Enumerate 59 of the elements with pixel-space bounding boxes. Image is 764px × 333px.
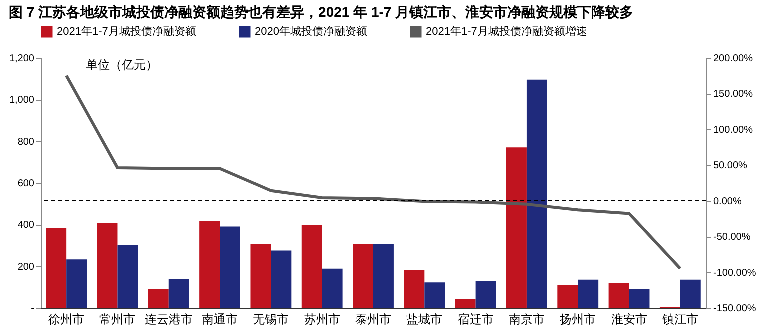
bar [271, 250, 292, 308]
y-tick-label: 400 [18, 220, 35, 232]
y-tick-label: 1,200 [9, 54, 35, 64]
x-tick-label: 镇江市 [661, 312, 698, 326]
x-tick-label: 泰州市 [356, 312, 392, 326]
x-tick-label: 盐城市 [406, 312, 443, 326]
bar [46, 228, 67, 308]
y2-tick-label: 0.00% [714, 196, 742, 208]
y2-tick-label: -50.00% [714, 232, 751, 244]
y-tick-label: 1,000 [9, 95, 35, 106]
y-tick-label: 800 [18, 136, 35, 148]
y-tick-label: - [31, 304, 34, 314]
bar [250, 244, 272, 308]
bar [168, 279, 190, 308]
line-series [65, 74, 682, 270]
chart-title: 图 7 江苏各地级市城投债净融资额趋势也有差异，2021 年 1-7 月镇江市、淮安市净融资规模下降较多 [8, 4, 634, 20]
x-tick-label: 扬州市 [560, 312, 596, 326]
bar [526, 80, 548, 308]
x-tick-label: 无锡市 [253, 312, 290, 326]
bar [506, 148, 527, 308]
bar [200, 222, 220, 308]
y-tick-label: 200 [18, 262, 35, 273]
y2-tick-label: 50.00% [714, 160, 748, 172]
bar [374, 244, 394, 308]
bar [578, 280, 599, 308]
x-tick-label: 南通市 [202, 312, 238, 326]
x-tick-label: 淮安市 [611, 312, 648, 326]
x-tick-label: 连云港市 [144, 312, 193, 326]
bar [97, 223, 118, 308]
x-tick-label: 南京市 [508, 312, 545, 326]
bar [608, 283, 630, 308]
bar [353, 244, 374, 308]
y2-tick-label: 150.00% [714, 89, 754, 100]
bar [455, 299, 476, 308]
bar [220, 226, 240, 308]
legend-label: 2020年城投债净融资额 [255, 25, 368, 38]
bar [302, 225, 322, 308]
bar [680, 280, 701, 308]
y-tick-label: 600 [18, 178, 35, 190]
bar [404, 270, 425, 308]
y2-tick-label: -150.00% [714, 304, 756, 314]
y2-tick-label: -100.00% [714, 268, 756, 279]
x-tick-label: 徐州市 [48, 312, 85, 326]
bar [148, 289, 169, 308]
x-tick-label: 常州市 [100, 312, 136, 326]
legend-label: 2021年1-7月城投债净融资额 [57, 25, 196, 38]
bar [118, 246, 138, 308]
y2-tick-label: 200.00% [714, 54, 754, 64]
bar [424, 282, 446, 308]
bar [629, 289, 650, 308]
bar [322, 268, 343, 308]
annotation: 单位（亿元） [86, 58, 158, 72]
bar [66, 260, 88, 308]
x-tick-label: 苏州市 [304, 312, 340, 326]
bar [476, 282, 496, 308]
x-tick-label: 宿迁市 [458, 312, 494, 326]
legend-label: 2021年1-7月城投债净融资额增速 [426, 25, 588, 38]
bar [558, 286, 578, 308]
y2-tick-label: 100.00% [714, 124, 754, 136]
